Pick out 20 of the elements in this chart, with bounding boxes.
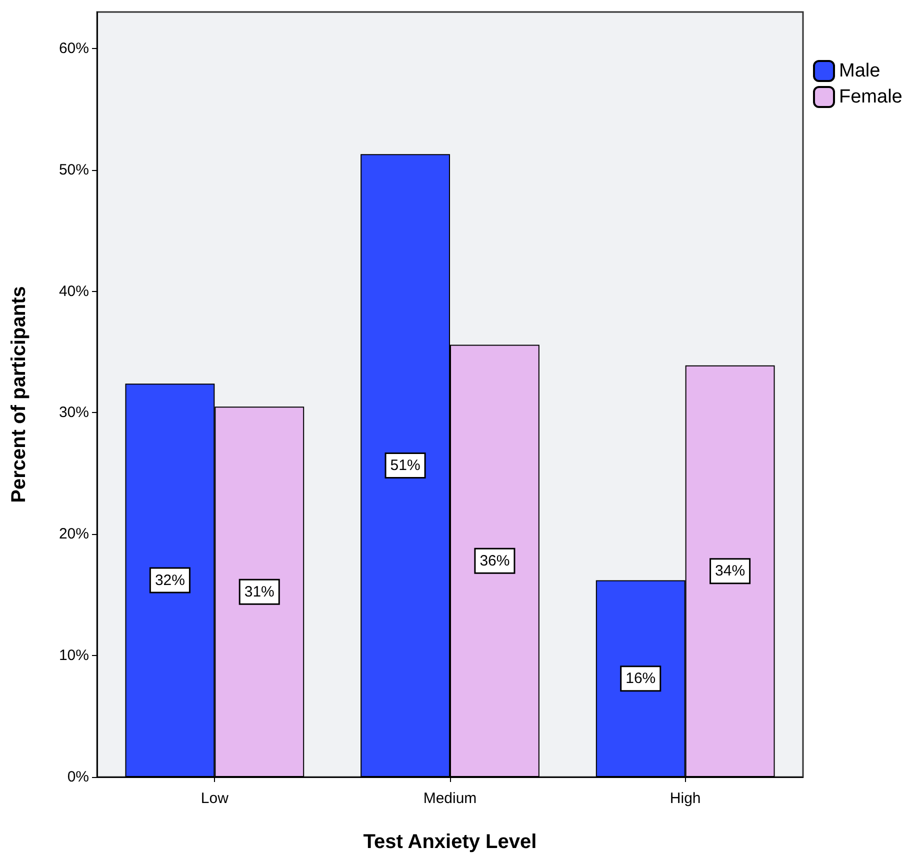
legend-label: Male [839,60,880,82]
data-label: 51% [390,457,420,474]
y-tick-label: 10% [58,647,89,664]
y-tick-label: 50% [58,161,89,178]
y-axis-title: Percent of participants [8,286,30,503]
legend-label: Female [839,86,902,108]
x-tick-label: High [670,790,701,807]
data-label: 32% [154,572,185,589]
data-label: 36% [480,552,510,570]
y-tick-label: 30% [58,404,89,422]
y-tick-label: 20% [58,526,89,543]
x-tick-label: Low [200,790,229,807]
y-tick-label: 60% [58,40,89,57]
data-label: 31% [244,583,274,600]
y-tick-label: 40% [58,282,89,300]
x-axis-title: Test Anxiety Level [363,831,537,853]
y-tick-label: 0% [67,768,89,786]
data-label: 16% [626,670,656,688]
data-label: 34% [715,562,746,580]
x-tick-label: Medium [423,790,477,807]
